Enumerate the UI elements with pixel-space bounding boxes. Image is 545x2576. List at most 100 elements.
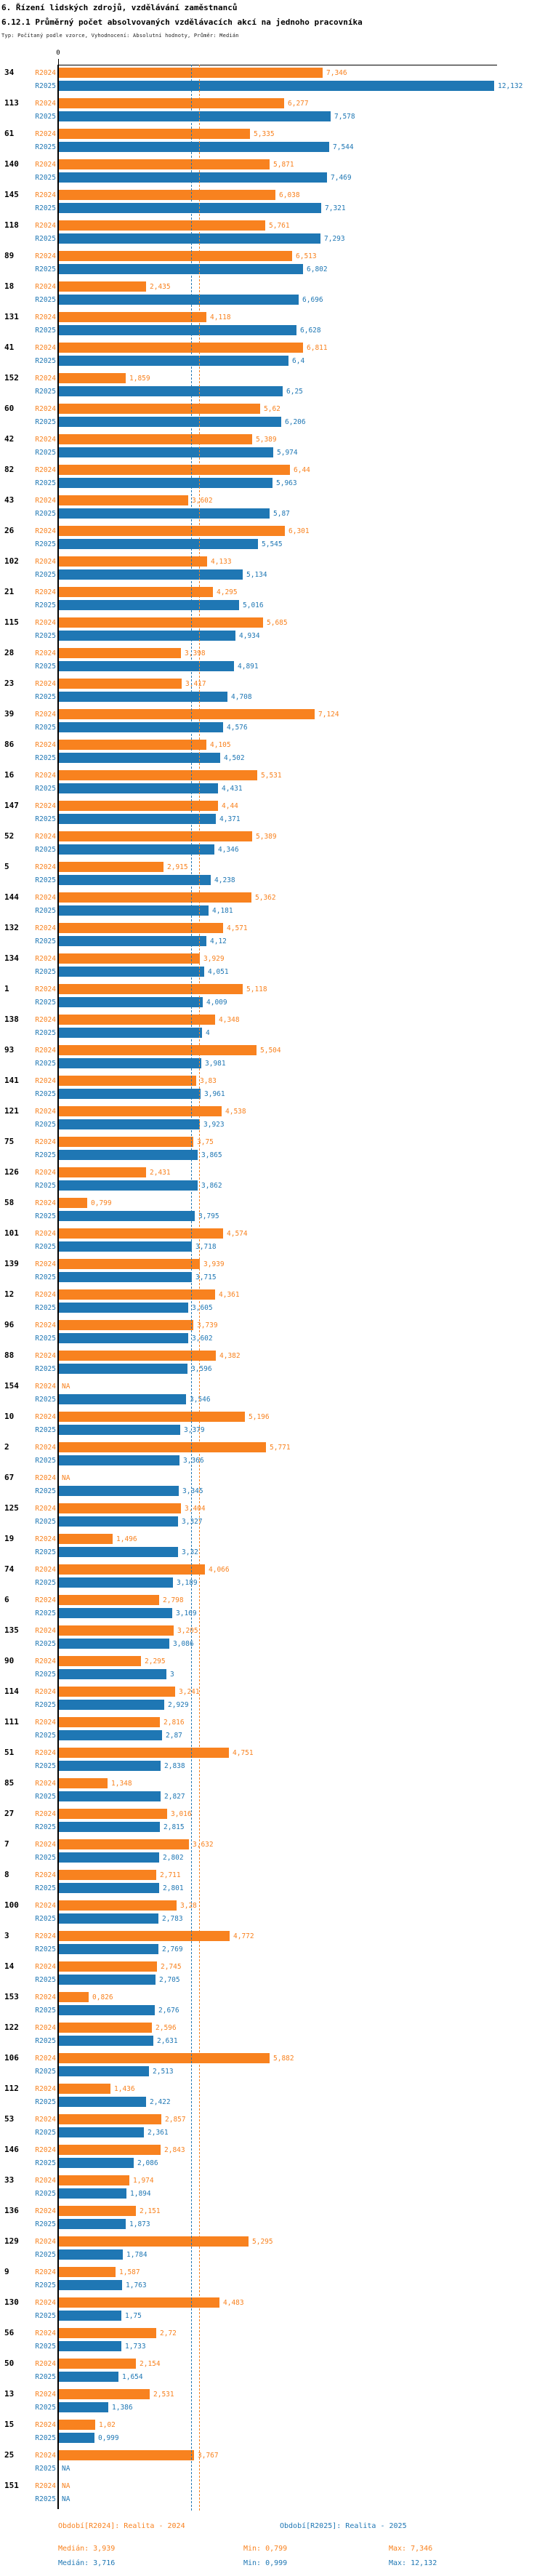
series-label-r2024: R2024 [35,985,56,993]
bar-r2025 [59,2036,153,2046]
value-label-r2025: 3,546 [190,1396,211,1404]
series-label-r2024: R2024 [35,924,56,932]
bar-r2025 [59,2219,126,2229]
value-label-r2024: 5,362 [255,894,276,902]
series-label-r2025: R2025 [35,1854,56,1862]
series-label-r2025: R2025 [35,1304,56,1312]
bar-r2024 [59,1961,157,1972]
value-label-r2024: 2,435 [150,283,171,291]
series-label-r2025: R2025 [35,1182,56,1190]
value-label-r2025: 7,544 [333,143,354,151]
row-id-label: 39 [4,709,15,719]
value-label-r2024: 3,75 [197,1138,214,1146]
value-label-r2024: 3,28 [180,1902,197,1910]
bar-r2025 [59,417,281,427]
series-label-r2025: R2025 [35,540,56,548]
series-label-r2025: R2025 [35,1548,56,1556]
row-id-label: 67 [4,1473,15,1482]
row-id-label: 111 [4,1717,19,1727]
series-label-r2024: R2024 [35,1291,56,1299]
bar-r2024 [59,98,284,108]
value-label-r2025: 3,961 [204,1090,225,1098]
series-label-r2024: R2024 [35,2421,56,2429]
value-label-r2025: 4,891 [238,663,259,671]
row-id-label: 121 [4,1106,19,1116]
value-label-r2025: 5,016 [243,601,264,609]
value-label-r2025: 3,32 [182,1548,198,1556]
series-label-r2025: R2025 [35,1121,56,1129]
series-label-r2025: R2025 [35,815,56,823]
value-label-r2024: 5,771 [270,1444,291,1452]
series-label-r2025: R2025 [35,2190,56,2198]
value-label-r2024: 3,632 [193,1841,214,1849]
value-label-r2024: 3,83 [200,1077,217,1085]
row-id-label: 8 [4,1870,9,1879]
series-label-r2024: R2024 [35,558,56,566]
value-label-r2024: 3,016 [171,1810,192,1818]
bar-r2025 [59,2188,126,2199]
value-label-r2025: 2,676 [158,2007,179,2015]
row-id-label: 13 [4,2389,15,2399]
row-id-label: 100 [4,1900,19,1910]
bar-r2025 [59,1761,161,1771]
bar-r2025 [59,172,327,183]
value-label-r2025: 5,963 [276,479,297,487]
series-label-r2024: R2024 [35,1474,56,1482]
value-label-r2025: 4,181 [212,907,233,915]
bar-r2024 [59,1656,141,1666]
series-label-r2024: R2024 [35,497,56,505]
row-id-label: 58 [4,1198,15,1207]
value-label-r2025: 3,345 [182,1487,203,1495]
bar-r2025 [59,2280,122,2290]
bar-r2024 [59,251,292,261]
row-id-label: 52 [4,831,15,841]
series-label-r2025: R2025 [35,2098,56,2106]
bar-r2025 [59,2372,118,2382]
bar-r2024 [59,312,206,322]
bar-r2024 [59,2084,110,2094]
series-label-r2025: R2025 [35,785,56,793]
value-label-r2024: 3,929 [203,955,225,963]
value-label-r2024: 1,974 [133,2177,154,2185]
row-id-label: 33 [4,2175,15,2185]
value-label-r2024: 5,295 [252,2238,273,2246]
row-id-label: 42 [4,434,15,444]
value-label-r2025: 1,894 [130,2190,151,2198]
bar-r2025 [59,386,283,396]
bar-r2024 [59,984,243,994]
series-label-r2025: R2025 [35,2281,56,2289]
value-label-r2024: 4,066 [209,1566,230,1574]
series-label-r2024: R2024 [35,955,56,963]
series-label-r2024: R2024 [35,1749,56,1757]
row-id-label: 138 [4,1015,19,1024]
value-label-r2024: 5,62 [264,405,280,413]
bar-r2024 [59,1442,266,1452]
value-label-r2024: 1,348 [111,1780,132,1788]
bar-r2025 [59,1333,188,1343]
bar-r2024 [59,2023,152,2033]
series-label-r2025: R2025 [35,2037,56,2045]
row-id-label: 86 [4,740,15,749]
row-id-label: 112 [4,2084,19,2093]
series-label-r2024: R2024 [35,69,56,77]
bar-r2025 [59,1119,200,1129]
value-label-r2025: 6,4 [292,357,305,365]
bar-r2025 [59,1272,192,1282]
value-label-r2025: 2,929 [168,1701,189,1709]
series-label-r2025: R2025 [35,2312,56,2320]
na-label-r2025: NA [62,2495,70,2503]
series-label-r2025: R2025 [35,449,56,457]
bar-r2025 [59,1547,178,1557]
bar-r2025 [59,783,218,793]
series-label-r2025: R2025 [35,754,56,762]
series-label-r2024: R2024 [35,527,56,535]
row-id-label: 56 [4,2328,15,2337]
series-label-r2024: R2024 [35,1169,56,1177]
row-id-label: 101 [4,1228,19,1238]
series-label-r2024: R2024 [35,1047,56,1055]
row-id-label: 141 [4,1076,19,1085]
legend-period-r2024: Období[R2024]: Realita - 2024 [58,2522,185,2530]
bar-r2024 [59,2053,270,2063]
row-id-label: 14 [4,1961,15,1971]
value-label-r2025: 3,923 [203,1121,225,1129]
